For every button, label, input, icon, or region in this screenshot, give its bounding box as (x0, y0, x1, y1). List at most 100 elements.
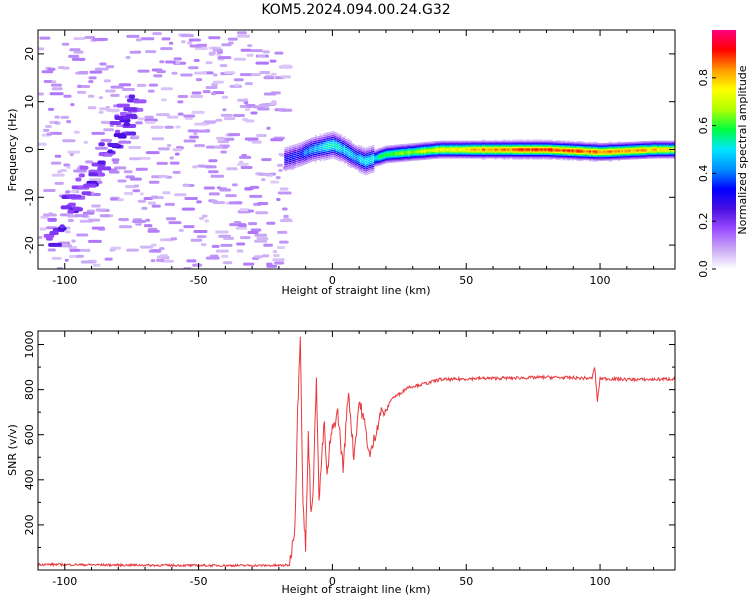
heatmap-cell (345, 148, 348, 150)
heatmap-cell (555, 153, 558, 156)
heatmap-cell (505, 150, 508, 152)
heatmap-cell (475, 154, 478, 157)
heatmap-cell (669, 141, 672, 144)
heatmap-cell (537, 145, 540, 147)
heatmap-cell (137, 156, 151, 160)
heatmap-cell (308, 146, 311, 148)
heatmap-cell (483, 148, 486, 151)
heatmap-cell (565, 145, 568, 147)
heatmap-cell (602, 158, 605, 160)
heatmap-cell (629, 158, 632, 160)
heatmap-cell (398, 157, 401, 159)
heatmap-cell (91, 226, 105, 230)
heatmap-cell (634, 145, 637, 147)
heatmap-cell (309, 141, 312, 144)
heatmap-cell (290, 152, 293, 155)
heatmap-cell (579, 144, 582, 146)
heatmap-cell (531, 140, 534, 143)
heatmap-cell (584, 145, 587, 148)
heatmap-cell (316, 143, 319, 146)
heatmap-cell (452, 141, 455, 144)
heatmap-cell (647, 146, 650, 149)
heatmap-cell (465, 147, 468, 150)
heatmap-cell (631, 142, 634, 145)
heatmap-cell (276, 246, 286, 250)
heatmap-cell (499, 155, 502, 158)
heatmap-cell (427, 147, 430, 150)
heatmap-cell (321, 154, 324, 156)
heatmap-cell (510, 153, 513, 155)
heatmap-cell (529, 150, 532, 152)
heatmap-cell (190, 238, 203, 242)
heatmap-cell (537, 158, 540, 160)
heatmap-cell (403, 150, 406, 153)
heatmap-cell (399, 159, 402, 161)
heatmap-cell (412, 157, 415, 159)
heatmap-cell (435, 148, 438, 150)
heatmap-cell (534, 145, 537, 147)
heatmap-cell (415, 151, 418, 153)
heatmap-cell (295, 162, 298, 164)
heatmap-cell (348, 158, 351, 160)
heatmap-cell (314, 140, 317, 143)
heatmap-cell (611, 150, 614, 153)
heatmap-cell (536, 154, 539, 157)
heatmap-cell (254, 239, 268, 243)
heatmap-cell (433, 143, 436, 145)
heatmap-cell (571, 157, 574, 159)
heatmap-cell (375, 157, 378, 159)
heatmap-cell (618, 148, 621, 150)
heatmap-cell (433, 155, 436, 157)
heatmap-cell (616, 151, 619, 154)
heatmap-cell (295, 153, 298, 155)
heatmap-cell (372, 152, 375, 154)
heatmap-cell (433, 144, 436, 147)
heatmap-cell (525, 140, 528, 143)
heatmap-cell (493, 145, 496, 147)
heatmap-cell (550, 150, 553, 152)
heatmap-cell (362, 173, 365, 175)
heatmap-cell (574, 144, 577, 146)
heatmap-cell (457, 153, 460, 155)
heatmap-cell (275, 176, 281, 180)
heatmap-cell (598, 153, 601, 155)
heatmap-cell (300, 149, 303, 152)
heatmap-cell (407, 154, 410, 156)
heatmap-cell (317, 149, 320, 151)
heatmap-cell (465, 150, 468, 152)
heatmap-cell (663, 146, 666, 148)
heatmap-cell (478, 141, 481, 144)
heatmap-cell (558, 151, 561, 154)
heatmap-cell (496, 147, 499, 150)
heatmap-cell (327, 145, 330, 147)
heatmap-cell (375, 151, 378, 153)
heatmap-cell (220, 254, 229, 258)
heatmap-cell (555, 146, 558, 149)
heatmap-cell (441, 148, 444, 151)
heatmap-cell (536, 150, 539, 152)
heatmap-cell (59, 224, 65, 229)
heatmap-cell (526, 139, 529, 141)
heatmap-cell (452, 151, 455, 153)
heatmap-cell (518, 145, 521, 147)
heatmap-cell (430, 153, 433, 155)
heatmap-cell (395, 152, 398, 155)
heatmap-cell (517, 145, 520, 147)
heatmap-cell (661, 144, 664, 146)
heatmap-cell (560, 144, 563, 147)
heatmap-cell (354, 149, 357, 151)
heatmap-cell (517, 144, 520, 146)
heatmap-cell (537, 148, 540, 151)
heatmap-cell (520, 144, 523, 146)
heatmap-cell (631, 152, 634, 154)
heatmap-cell (42, 128, 50, 132)
heatmap-cell (510, 150, 513, 152)
heatmap-cell (651, 148, 654, 151)
heatmap-cell (460, 148, 463, 151)
heatmap-cell (431, 150, 434, 153)
heatmap-cell (324, 153, 327, 155)
heatmap-cell (287, 150, 290, 152)
heatmap-cell (672, 152, 675, 154)
heatmap-cell (279, 219, 293, 223)
heatmap-cell (669, 154, 672, 157)
